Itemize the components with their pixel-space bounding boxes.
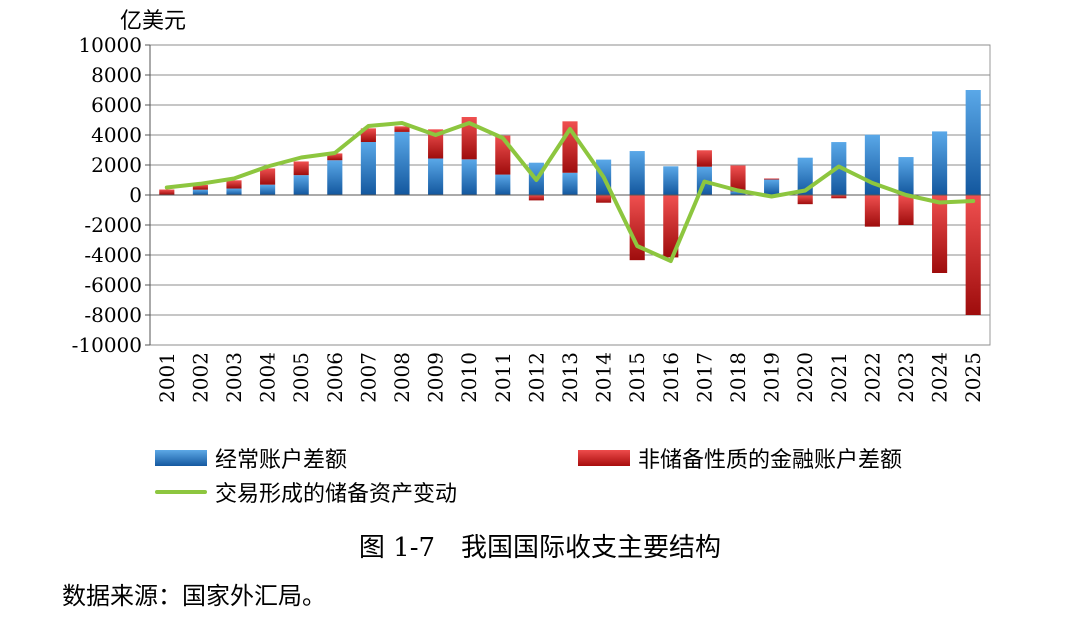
y-tick-label: -4000: [84, 243, 142, 267]
x-tick-label: 2006: [323, 352, 347, 403]
x-tick-label: 2005: [289, 352, 313, 403]
x-tick-labels: 2001 2002 2003 2004 2005 2006 2007 2008 2009 2010…: [155, 352, 985, 403]
x-tick-label: 2011: [491, 352, 515, 403]
x-tick-label: 2024: [928, 352, 952, 403]
financial-account-bar: [192, 184, 208, 190]
current-account-bar: [226, 188, 242, 195]
line-layer: [164, 121, 976, 263]
current-account-bar: [965, 90, 981, 195]
legend-swatch-red: [578, 450, 630, 466]
current-account-bar: [764, 179, 780, 195]
x-tick-label: 2022: [860, 352, 884, 403]
current-account-bar: [730, 191, 746, 195]
x-tick-label: 2019: [760, 352, 784, 403]
financial-account-bar: [898, 195, 914, 225]
legend-label: 非储备性质的金融账户差额: [638, 448, 903, 473]
legend-label: 交易形成的储备资产变动: [215, 482, 458, 507]
financial-account-bar: [226, 180, 242, 189]
y-tick-label: 10000: [78, 33, 142, 57]
x-tick-label: 2016: [659, 352, 683, 403]
financial-account-bar: [663, 195, 679, 258]
bars-layer: [150, 90, 990, 315]
reserve-change-line: [164, 121, 976, 263]
x-tick-label: 2013: [558, 352, 582, 403]
x-tick-label: 2017: [692, 352, 716, 403]
y-tick-label: -6000: [84, 273, 142, 297]
current-account-bar: [360, 142, 376, 195]
y-tick-label: -8000: [84, 303, 142, 327]
y-tick-label: 2000: [91, 153, 142, 177]
financial-account-bar: [159, 189, 175, 195]
financial-account-bar: [461, 117, 477, 160]
x-tick-label: 2025: [961, 352, 985, 403]
current-account-bar: [495, 174, 511, 195]
legend-item-financial-account: 非储备性质的金融账户差额: [578, 442, 902, 474]
current-account-bar: [192, 189, 208, 195]
financial-account-bar: [260, 168, 276, 185]
current-account-bar: [932, 131, 948, 195]
x-tick-label: 2002: [188, 352, 212, 403]
y-unit-label: 亿美元: [120, 9, 186, 34]
y-tick-labels: 10000 8000 6000 4000 2000 0 -2000 -4000 -6000 -80…: [72, 33, 142, 357]
y-tick-label: -10000: [72, 333, 142, 357]
financial-account-bar: [293, 161, 309, 176]
current-account-bar: [260, 184, 276, 195]
current-account-bar: [898, 157, 914, 195]
y-tick-label: 0: [129, 183, 142, 207]
source-note: 数据来源：国家外汇局。: [62, 582, 326, 610]
financial-account-bar: [629, 195, 645, 261]
legend-item-reserve-change: 交易形成的储备资产变动: [155, 476, 457, 508]
x-tick-label: 2015: [625, 352, 649, 403]
current-account-bar: [461, 159, 477, 195]
x-tick-label: 2007: [356, 352, 380, 403]
x-tick-label: 2012: [524, 352, 548, 403]
financial-account-bar: [596, 195, 612, 203]
current-account-bar: [629, 151, 645, 195]
x-tick-label: 2003: [222, 352, 246, 403]
y-tick-label: 8000: [91, 63, 142, 87]
x-tick-label: 2001: [155, 352, 179, 403]
y-tick-label: -2000: [84, 213, 142, 237]
x-tick-label: 2020: [793, 352, 817, 403]
current-account-bar: [394, 131, 410, 195]
financial-account-bar: [797, 195, 813, 205]
x-tick-label: 2009: [424, 352, 448, 403]
financial-account-bar: [327, 153, 343, 161]
financial-account-bar: [696, 150, 712, 167]
financial-account-bar: [764, 178, 780, 180]
current-account-bar: [293, 175, 309, 195]
x-tick-label: 2010: [457, 352, 481, 403]
legend-swatch-blue: [155, 450, 207, 466]
financial-account-bar: [965, 195, 981, 315]
financial-account-bar: [864, 195, 880, 227]
financial-account-bar: [428, 129, 444, 159]
current-account-bar: [663, 166, 679, 195]
financial-account-bar: [360, 128, 376, 143]
x-tick-label: 2023: [894, 352, 918, 403]
financial-account-bar: [730, 165, 746, 192]
financial-account-bar: [831, 195, 847, 199]
financial-account-bar: [528, 195, 544, 201]
x-tick-label: 2018: [726, 352, 750, 403]
financial-account-bar: [932, 195, 948, 273]
legend-label: 经常账户差额: [215, 448, 348, 473]
current-account-bar: [562, 172, 578, 195]
x-tick-label: 2004: [256, 352, 280, 403]
current-account-bar: [327, 160, 343, 195]
legend-item-current-account: 经常账户差额: [155, 442, 347, 474]
current-account-bar: [428, 158, 444, 195]
x-tick-label: 2008: [390, 352, 414, 403]
y-tick-label: 4000: [91, 123, 142, 147]
figure-caption: 图 1-7 我国国际收支主要结构: [358, 533, 722, 563]
y-tick-label: 6000: [91, 93, 142, 117]
x-tick-label: 2014: [592, 352, 616, 403]
legend-swatch-green: [155, 490, 207, 494]
x-tick-label: 2021: [827, 352, 851, 403]
financial-account-bar: [394, 126, 410, 132]
